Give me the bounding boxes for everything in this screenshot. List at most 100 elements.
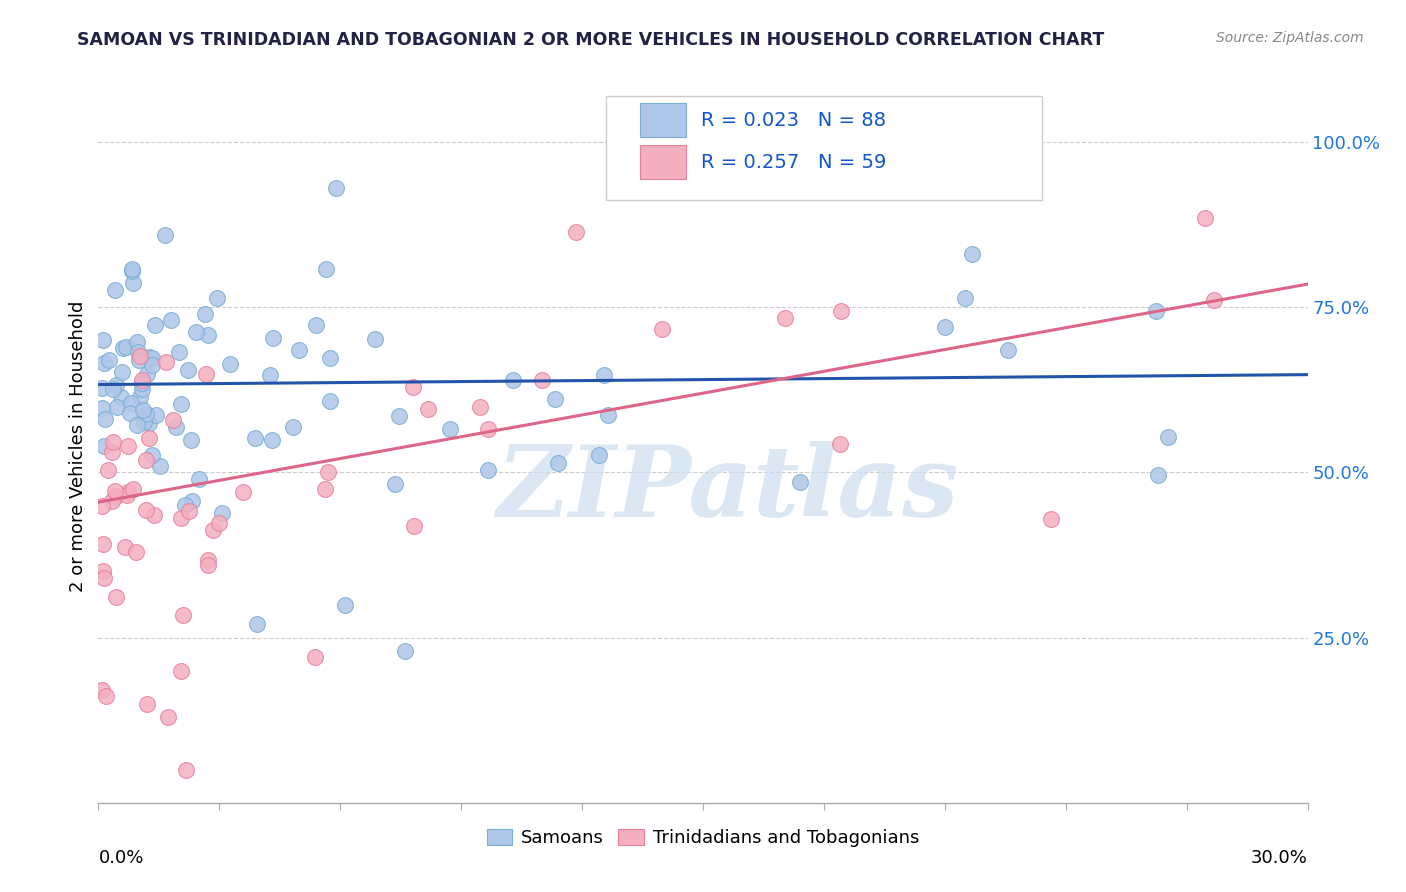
Point (232, 485, 254, 500)
Point (547, 456, 569, 470)
Point (170, 664, 193, 678)
Point (173, 498, 195, 512)
Point (114, 541, 136, 555)
Point (104, 484, 127, 499)
Point (143, 508, 166, 522)
Point (169, 510, 191, 524)
Point (830, 303, 852, 318)
Point (439, 422, 461, 436)
Point (596, 409, 619, 423)
Point (93, 333, 115, 347)
Point (565, 225, 588, 239)
Point (121, 396, 143, 410)
Point (775, 311, 797, 326)
Point (127, 417, 149, 432)
Point (364, 332, 387, 346)
Point (93, 571, 115, 585)
Point (197, 553, 219, 567)
Point (592, 368, 614, 382)
Point (246, 617, 269, 632)
Point (1144, 304, 1167, 318)
Point (588, 448, 610, 462)
Point (201, 523, 224, 537)
Text: SAMOAN VS TRINIDADIAN AND TOBAGONIAN 2 OR MORE VEHICLES IN HOUSEHOLD CORRELATION: SAMOAN VS TRINIDADIAN AND TOBAGONIAN 2 O… (77, 31, 1105, 49)
Point (325, 181, 347, 195)
Point (401, 380, 423, 394)
Point (211, 506, 233, 520)
Point (530, 373, 553, 387)
Point (180, 433, 202, 447)
Text: ZIPatlas: ZIPatlas (496, 441, 959, 537)
Point (388, 409, 411, 423)
Point (145, 409, 167, 423)
Point (170, 397, 193, 411)
Point (101, 444, 124, 458)
Point (101, 383, 124, 397)
Point (91, 565, 114, 579)
Point (180, 494, 202, 508)
Point (138, 431, 160, 445)
Point (651, 322, 673, 336)
Point (304, 650, 326, 665)
Point (197, 328, 219, 343)
Point (155, 355, 177, 369)
Text: Source: ZipAtlas.com: Source: ZipAtlas.com (1216, 31, 1364, 45)
Point (262, 331, 284, 345)
Point (104, 283, 127, 297)
Point (136, 367, 159, 381)
Point (110, 390, 132, 404)
Point (160, 313, 183, 327)
Point (477, 463, 499, 477)
Point (934, 320, 956, 334)
Point (122, 482, 145, 496)
Point (135, 453, 157, 467)
Point (91, 500, 114, 514)
Point (101, 493, 124, 508)
Point (186, 325, 208, 339)
Point (141, 448, 163, 462)
Point (1194, 211, 1216, 226)
Point (623, 135, 645, 149)
Point (135, 503, 157, 517)
FancyBboxPatch shape (640, 145, 686, 179)
Point (141, 359, 163, 373)
Point (117, 485, 139, 500)
FancyBboxPatch shape (606, 96, 1042, 200)
Point (93, 537, 115, 551)
Point (129, 390, 152, 404)
Point (136, 697, 159, 711)
Text: R = 0.023   N = 88: R = 0.023 N = 88 (700, 111, 886, 129)
Point (143, 318, 166, 332)
Point (384, 476, 406, 491)
Point (828, 437, 851, 451)
Point (953, 291, 976, 305)
Point (1202, 293, 1225, 307)
Point (105, 590, 128, 604)
Point (502, 373, 524, 387)
Point (219, 357, 242, 371)
Point (101, 435, 124, 450)
Point (141, 351, 163, 366)
Point (287, 343, 309, 358)
Point (91, 401, 114, 416)
Point (153, 227, 176, 242)
Text: 30.0%: 30.0% (1251, 849, 1308, 867)
Point (259, 368, 281, 382)
Point (97, 352, 120, 367)
Point (125, 545, 148, 559)
Point (319, 394, 342, 409)
Point (112, 341, 135, 355)
Point (115, 488, 138, 502)
Point (117, 439, 139, 453)
Point (404, 519, 426, 533)
Point (179, 504, 201, 518)
Point (960, 247, 983, 261)
Point (93, 438, 115, 452)
Point (91, 381, 114, 395)
Point (134, 408, 156, 422)
Point (129, 349, 152, 363)
Y-axis label: 2 or more Vehicles in Household: 2 or more Vehicles in Household (69, 301, 87, 591)
Point (91, 683, 114, 698)
Point (97, 463, 120, 477)
Point (262, 434, 284, 448)
